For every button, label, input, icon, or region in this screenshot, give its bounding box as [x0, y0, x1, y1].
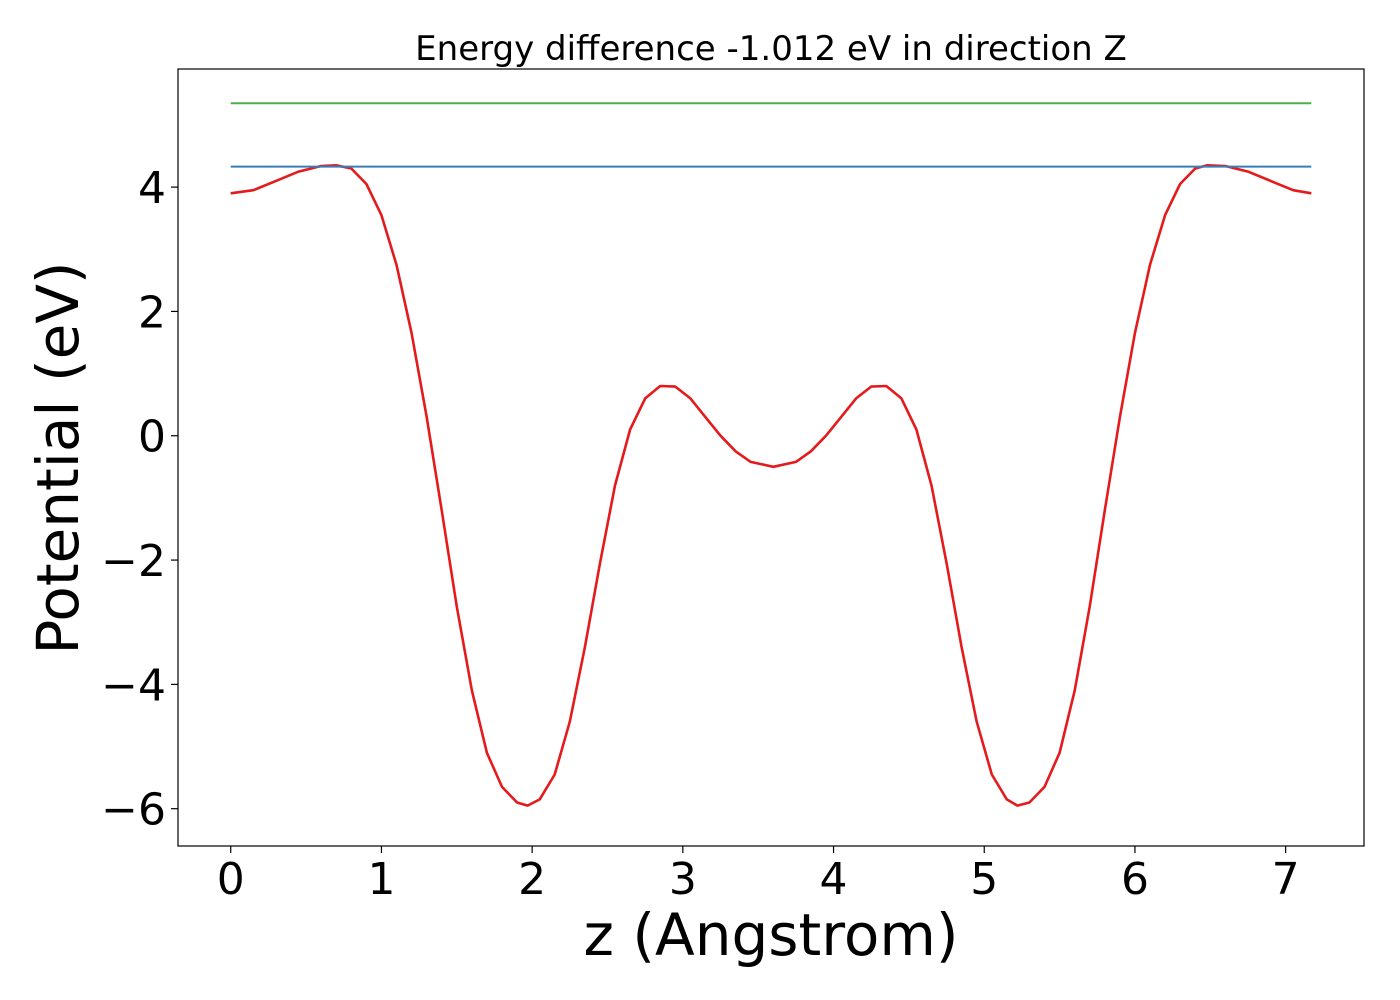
- y-tick-label: 0: [138, 412, 166, 463]
- plot-frame: [177, 68, 1365, 847]
- y-tick-label: 2: [138, 287, 166, 338]
- x-tick-label: 1: [367, 854, 395, 905]
- x-tick-label: 7: [1272, 854, 1300, 905]
- y-tick-label: 4: [138, 163, 166, 214]
- chart-title: Energy difference -1.012 eV in direction…: [415, 29, 1127, 69]
- x-axis-label: z (Angstrom): [584, 901, 959, 969]
- series-line-0: [230, 164, 1312, 807]
- x-tick-label: 0: [217, 854, 245, 905]
- y-axis-label: Potential (eV): [24, 261, 92, 654]
- x-tick-label: 5: [970, 854, 998, 905]
- y-tick-label: −2: [101, 536, 166, 587]
- x-tick-label: 3: [669, 854, 697, 905]
- x-tick-label: 2: [518, 854, 546, 905]
- series-layer: [230, 102, 1312, 807]
- y-tick-label: −6: [101, 785, 166, 836]
- x-tick-label: 4: [820, 854, 848, 905]
- x-tick-label: 6: [1121, 854, 1149, 905]
- x-axis-ticks: 0 1 2 3 4 5 6 7: [217, 846, 1300, 905]
- y-axis-ticks: −6 −4 −2 0 2 4: [101, 163, 178, 836]
- y-tick-label: −4: [101, 660, 166, 711]
